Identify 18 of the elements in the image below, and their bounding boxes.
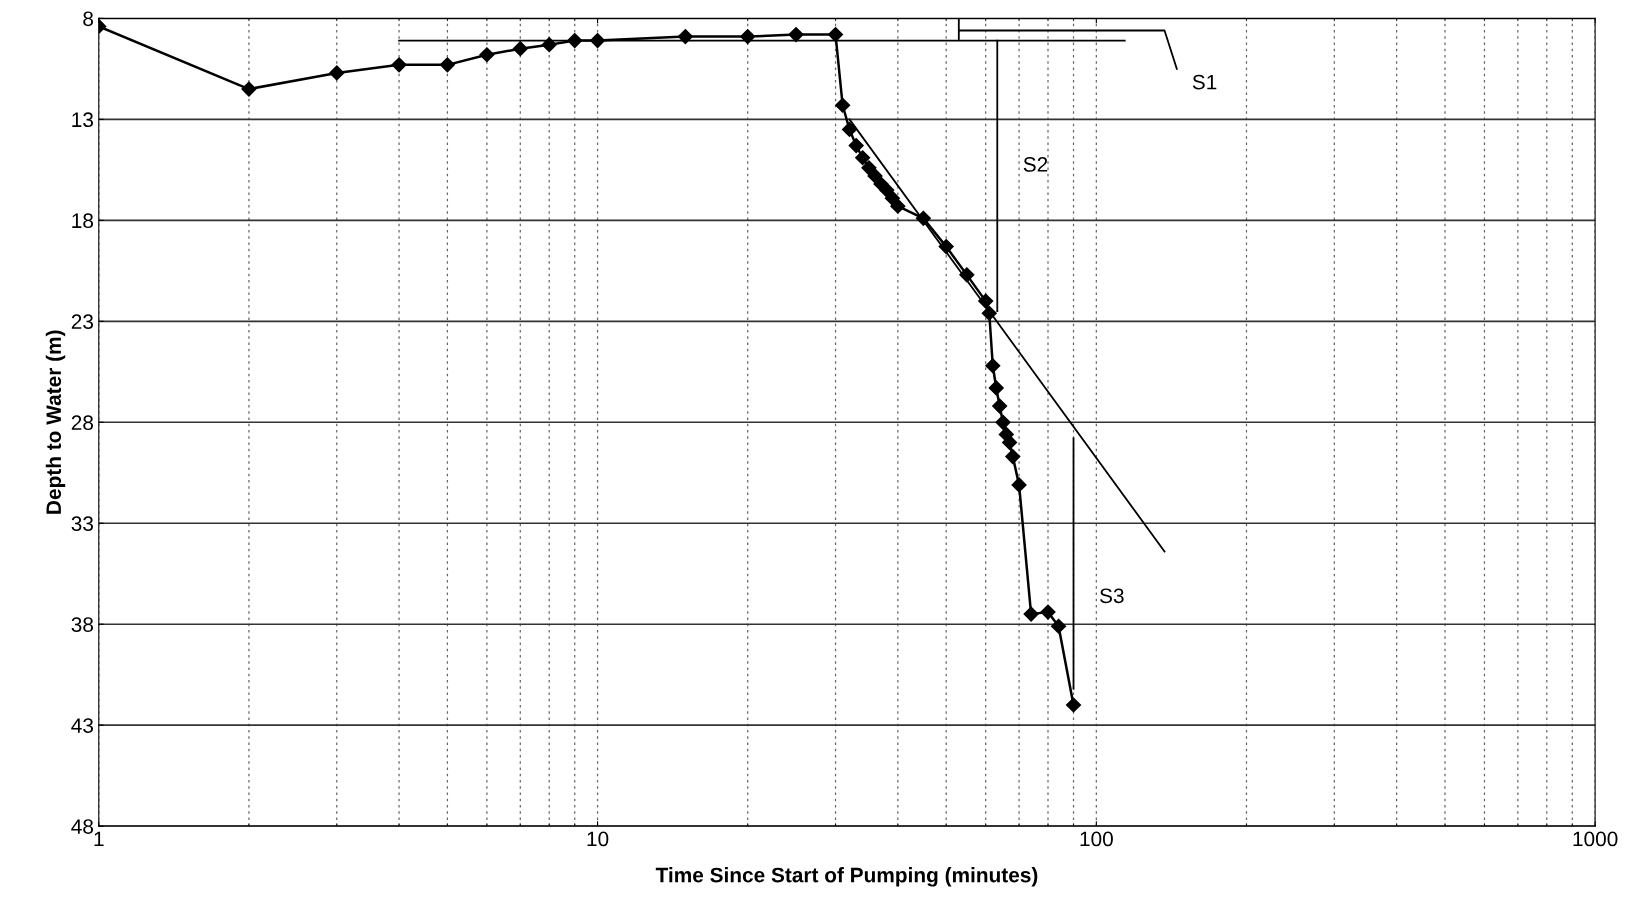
y-tick-label: 13 <box>72 112 93 128</box>
y-axis-title: Depth to Water (m) <box>45 330 66 514</box>
y-tick-label: 18 <box>72 213 94 229</box>
annotation: S1 <box>1192 74 1217 90</box>
y-tick-label: 23 <box>71 314 93 330</box>
y-tick-label: 8 <box>83 11 94 27</box>
x-tick-label: 1 <box>94 831 104 847</box>
x-tick-label: 10 <box>587 831 609 847</box>
y-tick-label: 48 <box>71 819 94 834</box>
x-tick-label: 100 <box>1080 831 1113 847</box>
y-tick-label: 43 <box>71 718 93 733</box>
annotation: S3 <box>1100 588 1124 604</box>
y-tick-label: 28 <box>71 415 94 431</box>
x-tick-label: 1000 <box>1573 831 1618 847</box>
x-axis-title: Time Since Start of Pumping (minutes) <box>655 867 1038 887</box>
y-tick-label: 33 <box>71 516 93 531</box>
annotation: S2 <box>1023 157 1048 172</box>
y-tick-label: 38 <box>71 617 94 632</box>
